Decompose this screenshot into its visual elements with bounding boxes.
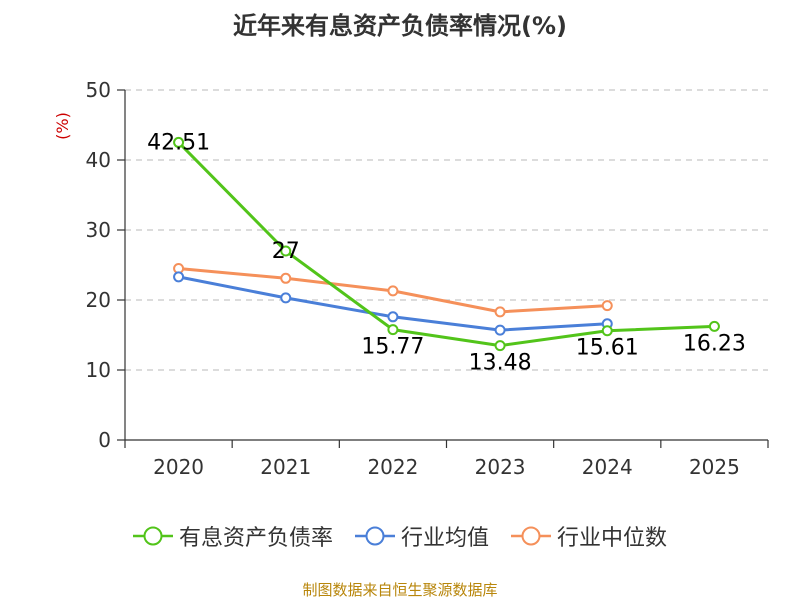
- legend-swatch-industry-median: [511, 526, 551, 546]
- y-tick-label-50: 50: [86, 78, 111, 102]
- series-2-point-2022: [387, 285, 399, 297]
- legend-label-industry-median: 行业中位数: [557, 526, 668, 551]
- series-0-point-2023: [494, 340, 506, 352]
- x-tick-label-2020: 2020: [153, 455, 204, 479]
- series-1-point-2020: [173, 271, 185, 283]
- data-label-2022: 15.77: [361, 335, 424, 360]
- source-note: 制图数据来自恒生聚源数据库: [302, 581, 498, 599]
- series-0-point-2022: [387, 324, 399, 336]
- legend-item-debt-ratio[interactable]: 有息资产负债率: [132, 520, 333, 552]
- series-2-point-2023: [494, 306, 506, 318]
- data-label-2020: 42.51: [147, 130, 210, 155]
- data-label-2025: 16.23: [683, 331, 746, 356]
- series-2-point-2024: [601, 300, 613, 312]
- series-2-point-2021: [280, 272, 292, 284]
- legend-swatch-industry-mean: [354, 526, 395, 546]
- series-0-point-2021: [280, 245, 292, 257]
- y-tick-label-0: 0: [98, 428, 111, 452]
- legend-label-debt-ratio: 有息资产负债率: [178, 526, 333, 551]
- series-1-point-2022: [387, 311, 399, 323]
- y-tick-label-40: 40: [86, 148, 111, 172]
- data-label-2021: 27: [272, 239, 300, 264]
- y-axis-label: (%): [53, 112, 72, 140]
- y-tick-label-30: 30: [86, 218, 111, 242]
- x-tick-label-2025: 2025: [689, 455, 740, 479]
- data-label-2024: 15.61: [576, 336, 639, 361]
- x-tick-label-2022: 2022: [367, 455, 418, 479]
- x-tick-label-2024: 2024: [582, 455, 633, 479]
- series-0-point-2020: [173, 136, 185, 148]
- y-tick-label-20: 20: [86, 288, 111, 312]
- series-1-point-2023: [494, 324, 506, 336]
- series-1-point-2021: [280, 292, 292, 304]
- series-0-point-2024: [601, 325, 613, 337]
- y-tick-label-10: 10: [86, 358, 111, 382]
- legend-swatch-debt-ratio: [132, 526, 173, 546]
- chart-title: 近年来有息资产负债率情况(%): [233, 12, 567, 40]
- legend: 有息资产负债率 行业均值 行业中位数: [0, 518, 800, 554]
- data-label-2023: 13.48: [469, 351, 532, 376]
- series-line-0: [177, 141, 715, 348]
- x-tick-label-2023: 2023: [475, 455, 526, 479]
- legend-item-industry-mean[interactable]: 行业均值: [354, 520, 489, 552]
- x-tick-label-2021: 2021: [260, 455, 311, 479]
- legend-label-industry-mean: 行业均值: [400, 526, 489, 551]
- series-0-point-2025: [708, 320, 720, 332]
- legend-item-industry-median[interactable]: 行业中位数: [511, 520, 667, 552]
